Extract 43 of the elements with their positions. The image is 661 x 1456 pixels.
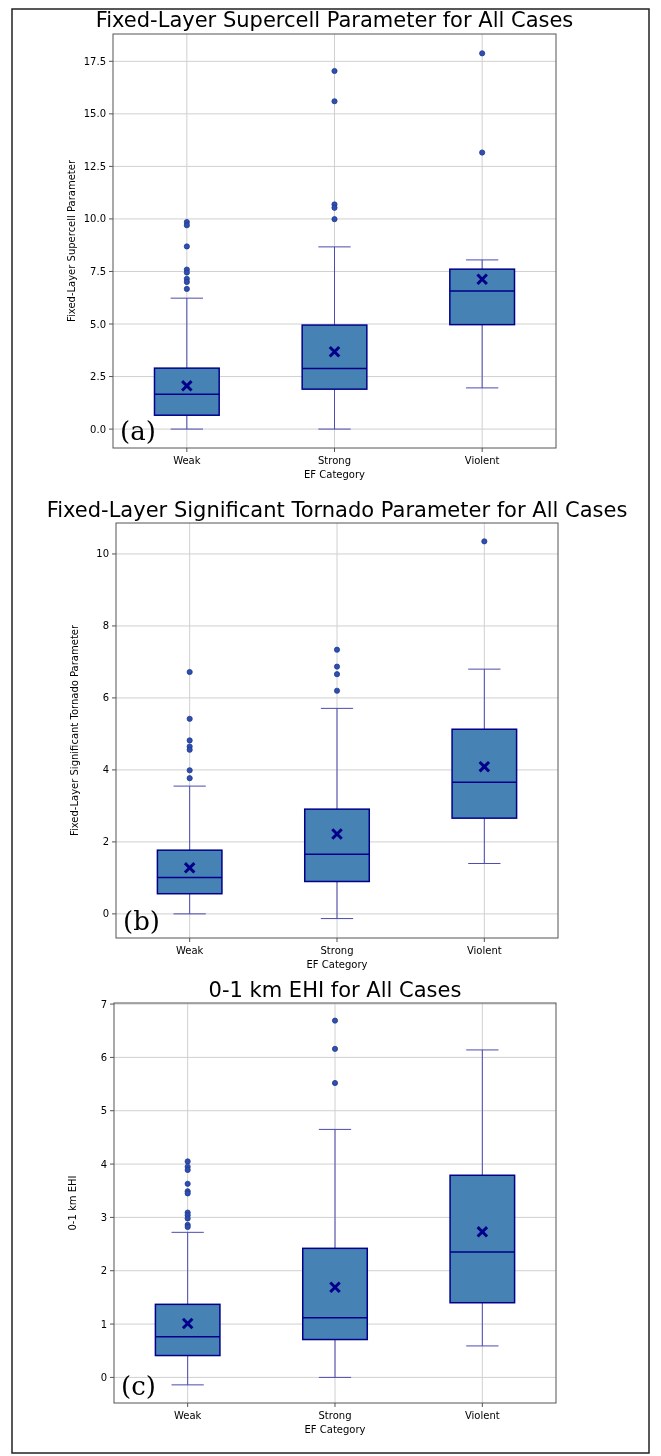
y-tick-label: 4 (102, 764, 109, 776)
x-tick-label: Weak (173, 1410, 202, 1421)
y-tick-label: 5 (100, 1105, 107, 1117)
y-tick-label: 2.5 (90, 371, 106, 383)
x-tick-label: Weak (175, 945, 204, 956)
chart-title: 0-1 km EHI for All Cases (208, 978, 462, 1002)
y-tick-label: 0.0 (90, 423, 106, 435)
y-tick-label: 17.5 (83, 55, 106, 67)
y-tick-label: 10.0 (83, 213, 106, 225)
y-tick-label: 12.5 (83, 160, 106, 172)
y-tick-label: 4 (100, 1158, 107, 1170)
x-tick-label: Violent (466, 945, 502, 956)
x-axis-title: EF Category (304, 1424, 366, 1435)
x-tick-label: Strong (320, 945, 354, 956)
x-tick-label: Violent (464, 455, 500, 466)
y-tick-label: 6 (102, 692, 109, 704)
annotation: (a) (120, 416, 156, 446)
y-tick-label: 6 (100, 1051, 107, 1063)
annotation: (b) (123, 906, 160, 936)
y-axis-title: Fixed-Layer Significant Tornado Parameter (69, 624, 80, 837)
x-tick-label: Weak (173, 455, 201, 466)
y-axis-title: Fixed-Layer Supercell Parameter (66, 159, 77, 323)
x-tick-label: Strong (318, 1410, 352, 1421)
y-tick-label: 15.0 (83, 108, 106, 120)
y-tick-label: 7 (100, 998, 107, 1010)
y-axis-title: 0-1 km EHI (67, 1175, 78, 1231)
chart-title: Fixed-Layer Significant Tornado Parameter for All Cases (46, 498, 628, 522)
y-tick-label: 7.5 (90, 265, 106, 277)
annotation: (c) (121, 1371, 156, 1401)
x-axis-title: EF Category (304, 469, 366, 480)
y-tick-label: 10 (96, 548, 109, 560)
y-tick-label: 2 (100, 1265, 107, 1277)
x-tick-label: Strong (318, 455, 351, 466)
y-tick-label: 8 (102, 620, 109, 632)
x-axis-title: EF Category (306, 959, 368, 970)
x-tick-label: Violent (464, 1410, 500, 1421)
y-tick-label: 0 (100, 1371, 107, 1383)
chart-title: Fixed-Layer Supercell Parameter for All Cases (95, 8, 574, 32)
y-tick-label: 5.0 (90, 318, 106, 330)
y-tick-label: 1 (100, 1318, 107, 1330)
y-tick-label: 2 (102, 836, 109, 848)
y-tick-label: 0 (102, 908, 109, 920)
y-tick-label: 3 (100, 1211, 107, 1223)
